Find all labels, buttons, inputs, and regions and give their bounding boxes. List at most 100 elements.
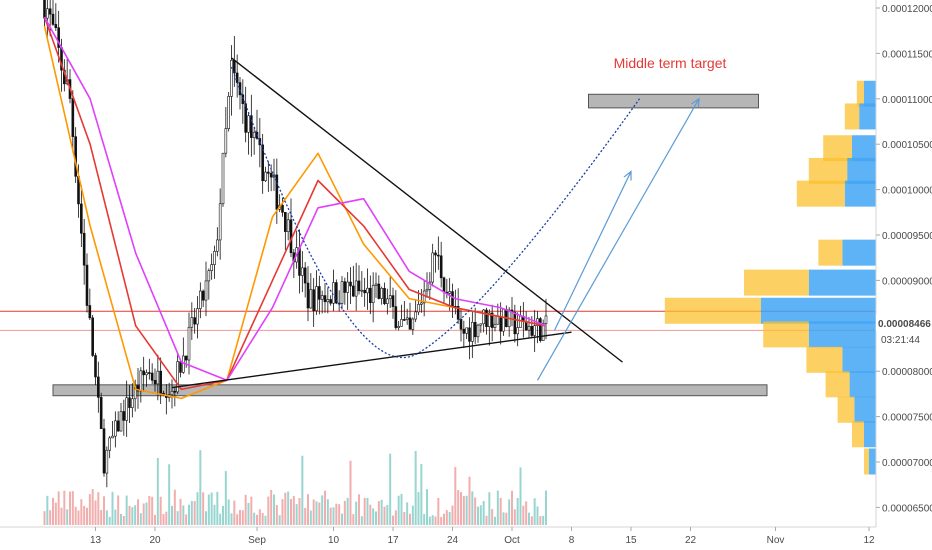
moving-average-line-2[interactable]: [43, 16, 547, 391]
volume-bar: [326, 499, 329, 525]
candle-body: [235, 72, 239, 83]
support-zone-rectangle[interactable]: [52, 384, 768, 397]
volume-profile-row-down: [868, 448, 876, 475]
candle-body: [258, 138, 262, 146]
volume-bar: [508, 499, 511, 525]
candle-body: [153, 380, 157, 385]
candle-body: [187, 326, 191, 361]
candlesticks[interactable]: [43, 0, 548, 488]
candle-body: [111, 435, 114, 439]
candle-body: [530, 326, 534, 336]
candle-body: [114, 420, 117, 437]
volume-bar: [355, 501, 358, 525]
time-axis[interactable]: 13 20 Sep 10 17 24 Oct 8 15 22 Nov 12: [90, 527, 875, 546]
volume-bar: [199, 450, 202, 525]
candle-body: [516, 327, 519, 335]
volume-bar: [46, 495, 49, 525]
volume-bar: [179, 498, 182, 525]
volume-bar: [409, 513, 411, 525]
time-tick-label: 22: [685, 535, 697, 546]
volume-bar: [193, 501, 196, 525]
volume-profile-row-down: [864, 421, 876, 448]
volume-bar: [71, 491, 74, 525]
candle-body: [306, 282, 310, 309]
volume-profile: [664, 80, 876, 475]
candle-body: [309, 289, 313, 309]
candle-body: [471, 322, 474, 342]
projection-arrow-2[interactable]: [536, 98, 700, 381]
candle-body: [116, 420, 120, 432]
volume-bar: [173, 489, 176, 525]
candle-body: [335, 282, 338, 304]
volume-bar: [329, 507, 332, 525]
projection-arrow-2-head: [691, 97, 700, 108]
volume-bar: [270, 489, 273, 525]
volume-bar: [233, 500, 236, 525]
target-zone-rectangle[interactable]: [588, 93, 759, 109]
volume-bar: [369, 504, 372, 525]
volume-profile-row-down: [760, 297, 876, 324]
volume-bar: [392, 515, 394, 525]
candle-body: [301, 267, 304, 276]
volume-bar: [261, 513, 264, 525]
price-tick-label: 0.00008000: [882, 367, 932, 378]
volume-bar: [366, 497, 369, 525]
volume-profile-row-up: [844, 103, 860, 130]
dotted-cup-curve[interactable]: [230, 66, 641, 359]
candle-body: [343, 281, 347, 293]
volume-bar: [445, 510, 448, 525]
volume-bar: [380, 499, 383, 525]
candle-body: [349, 281, 352, 287]
candle-body: [250, 115, 253, 138]
candle-body: [318, 286, 321, 300]
volume-bar: [539, 516, 542, 525]
time-tick-label: Sep: [248, 535, 266, 546]
candle-body: [82, 232, 86, 266]
time-tick-label: 12: [863, 535, 875, 546]
volume-bar: [205, 511, 207, 525]
candle-body: [190, 317, 194, 328]
volume-profile-row-up: [744, 269, 809, 296]
volume-bar: [258, 509, 261, 525]
volume-bar: [375, 511, 377, 525]
time-tick-label: 10: [328, 535, 340, 546]
volume-bar: [66, 509, 69, 525]
volume-bar: [125, 495, 128, 525]
candle-body: [224, 128, 228, 154]
volume-profile-row-down: [808, 269, 876, 296]
volume-bar: [224, 471, 227, 525]
volume-bar: [332, 507, 335, 525]
volume-profile-row-up: [664, 297, 761, 324]
candle-body: [57, 27, 60, 48]
time-axis-background: [0, 527, 876, 550]
volume-bar: [264, 515, 267, 525]
candle-body: [539, 318, 542, 341]
candle-body: [363, 289, 366, 294]
candle-body: [437, 254, 440, 257]
volume-bar: [171, 505, 173, 525]
candle-body: [139, 370, 143, 392]
volume-bar: [100, 510, 103, 525]
volume-bar: [505, 512, 508, 525]
candle-body: [196, 308, 199, 325]
moving-average-line-1[interactable]: [43, 26, 547, 400]
triangle-lower-trendline[interactable]: [171, 331, 572, 389]
volume-bar: [315, 501, 318, 525]
candle-body: [201, 290, 205, 301]
candle-body: [451, 291, 454, 307]
volume-bar: [307, 494, 309, 525]
volume-bar: [77, 510, 80, 525]
volume-bar: [545, 490, 547, 525]
volume-bar: [52, 497, 54, 525]
candle-body: [391, 295, 395, 307]
volume-bar: [394, 510, 397, 525]
triangle-upper-trendline[interactable]: [231, 57, 623, 363]
moving-average-line-3[interactable]: [43, 16, 547, 382]
candle-body: [493, 323, 497, 328]
candle-body: [119, 411, 123, 432]
candle-body: [204, 280, 208, 301]
candle-body: [369, 287, 372, 303]
volume-bar: [188, 504, 190, 525]
projection-arrow-1[interactable]: [553, 171, 632, 331]
